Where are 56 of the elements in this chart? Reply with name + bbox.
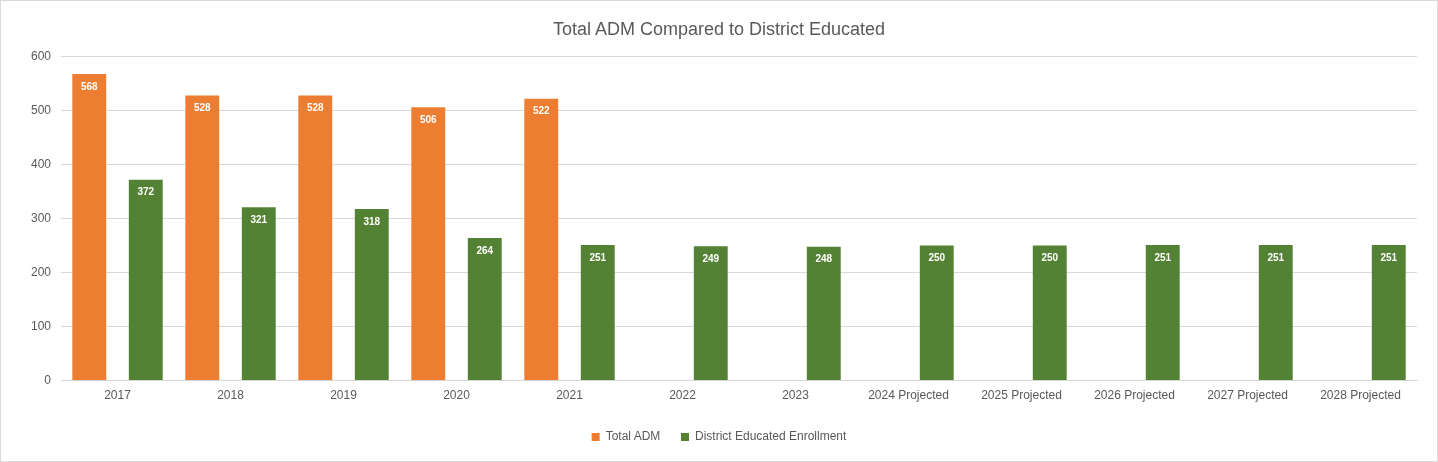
y-tick-label: 600 — [30, 48, 52, 63]
y-tick-label: 300 — [30, 210, 52, 225]
data-label: 528 — [193, 102, 212, 114]
x-tick-label: 2022 — [669, 388, 697, 403]
bar — [806, 246, 841, 381]
bar — [524, 98, 559, 381]
data-label: 251 — [1267, 251, 1285, 263]
data-label: 568 — [80, 80, 99, 92]
data-label: 251 — [589, 251, 607, 263]
data-label: 522 — [532, 105, 551, 117]
x-tick-label: 2021 — [556, 388, 584, 403]
bar — [298, 95, 333, 381]
data-label: 250 — [928, 252, 946, 264]
y-tick-label: 200 — [30, 264, 52, 279]
x-tick-label: 2017 — [104, 388, 132, 403]
data-label: 318 — [363, 215, 381, 227]
bar — [241, 207, 276, 381]
y-tick-label: 500 — [30, 102, 52, 117]
bar — [919, 245, 954, 381]
x-tick-label: 2024 Projected — [868, 388, 949, 403]
x-tick-label: 2027 Projected — [1207, 388, 1288, 403]
bar — [467, 238, 502, 381]
x-tick-label: 2018 — [217, 388, 245, 403]
x-tick-label: 2020 — [443, 388, 471, 403]
bar — [693, 246, 728, 381]
bar — [1032, 245, 1067, 381]
bar — [72, 73, 107, 381]
legend-label: Total ADM — [605, 429, 661, 444]
bar — [580, 245, 615, 381]
data-label: 251 — [1154, 251, 1172, 263]
bar — [185, 95, 220, 381]
data-label: 372 — [137, 186, 155, 198]
data-label: 248 — [815, 253, 833, 265]
bar — [1145, 245, 1180, 381]
bar — [411, 107, 446, 381]
data-label: 250 — [1041, 252, 1059, 264]
x-tick-label: 2026 Projected — [1094, 388, 1175, 403]
y-tick-label: 0 — [44, 372, 52, 387]
data-label: 321 — [250, 214, 268, 226]
y-tick-label: 400 — [30, 156, 52, 171]
x-tick-label: 2025 Projected — [981, 388, 1062, 403]
bar — [1258, 245, 1293, 381]
data-label: 251 — [1380, 251, 1398, 263]
bar — [1371, 245, 1406, 381]
x-tick-label: 2023 — [782, 388, 810, 403]
x-tick-label: 2028 Projected — [1320, 388, 1401, 403]
data-label: 528 — [306, 102, 325, 114]
y-tick-label: 100 — [30, 318, 52, 333]
data-label: 249 — [702, 252, 720, 264]
chart-title: Total ADM Compared to District Educated — [552, 18, 886, 39]
legend-label: District Educated Enrollment — [694, 429, 848, 444]
x-tick-label: 2019 — [330, 388, 358, 403]
bar — [128, 179, 163, 381]
data-label: 506 — [419, 114, 438, 126]
bar — [354, 208, 389, 381]
data-label: 264 — [476, 244, 494, 256]
